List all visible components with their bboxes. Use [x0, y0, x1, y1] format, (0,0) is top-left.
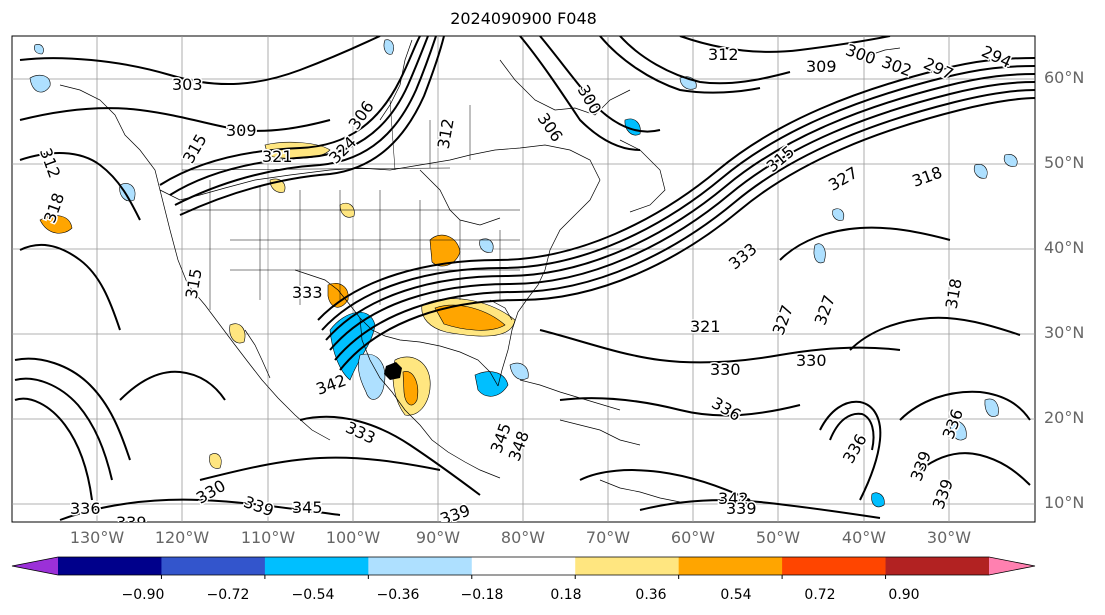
contour-label: 342	[718, 489, 749, 508]
colorbar-segment	[264, 557, 369, 575]
colorbar-tick-label: 0.72	[804, 587, 836, 603]
lat-label-40n: 40°N	[1044, 238, 1085, 257]
lon-label-100w: 100°W	[325, 528, 381, 547]
colorbar-tick-label: −0.54	[291, 587, 335, 603]
contour-label: 345	[292, 498, 323, 517]
lon-label-40w: 40°W	[841, 528, 887, 547]
contour-label: 339	[726, 499, 757, 518]
colorbar-segment	[368, 557, 473, 575]
colorbar-tick-label: 0.54	[720, 587, 752, 603]
colorbar-segment	[471, 557, 576, 575]
lon-label-130w: 130°W	[69, 528, 125, 547]
colorbar-segment	[678, 557, 783, 575]
lat-label-50n: 50°N	[1044, 153, 1085, 172]
contour-label: 321	[690, 317, 721, 336]
lon-label-90w: 90°W	[415, 528, 461, 547]
contour-label: 303	[172, 75, 203, 94]
colorbar-segment	[782, 557, 887, 575]
lat-label-30n: 30°N	[1044, 323, 1085, 342]
contour-label: 333	[292, 283, 323, 302]
contour-label: 336	[70, 499, 101, 518]
colorbar-tick-label: −0.90	[121, 587, 165, 603]
lon-label-60w: 60°W	[670, 528, 716, 547]
lat-label-60n: 60°N	[1044, 68, 1085, 87]
contour-label: 321	[262, 147, 293, 166]
shaded-areas	[29, 39, 1018, 508]
lat-label-20n: 20°N	[1044, 408, 1085, 427]
colorbar-tick-label: 0.18	[550, 587, 582, 603]
contour-label: 330	[710, 360, 741, 379]
contour-label: 312	[708, 45, 739, 64]
lon-label-50w: 50°W	[755, 528, 801, 547]
lon-label-110w: 110°W	[240, 528, 296, 547]
colorbar-segment	[161, 557, 266, 575]
height-contours	[14, 36, 1035, 521]
lat-label-10n: 10°N	[1044, 493, 1085, 512]
lon-label-120w: 120°W	[154, 528, 210, 547]
lon-label-80w: 80°W	[500, 528, 546, 547]
contour-label: 339	[116, 513, 147, 532]
lon-label-30w: 30°W	[926, 528, 972, 547]
colorbar-tick-label: −0.18	[460, 587, 504, 603]
colorbar-outline	[11, 556, 1036, 576]
colorbar-tick-label: −0.72	[206, 587, 250, 603]
colorbar-tick-label: 0.36	[635, 587, 667, 603]
colorbar-extend-high	[989, 557, 1035, 575]
colorbar	[11, 556, 1036, 579]
political-borders	[180, 99, 520, 310]
contour-label: 309	[226, 121, 257, 140]
colorbar-extend-low	[12, 557, 58, 575]
colorbar-segment	[885, 557, 990, 575]
map-title: 2024090900 F048	[450, 9, 597, 28]
contour-label: 309	[806, 57, 837, 76]
colorbar-tick-label: 0.90	[888, 587, 920, 603]
low-center-marker	[384, 362, 402, 380]
contour-label: 330	[796, 351, 827, 370]
colorbar-segment	[575, 557, 680, 575]
lon-label-70w: 70°W	[585, 528, 631, 547]
colorbar-tick-label: −0.36	[376, 587, 420, 603]
colorbar-segment	[58, 557, 162, 575]
